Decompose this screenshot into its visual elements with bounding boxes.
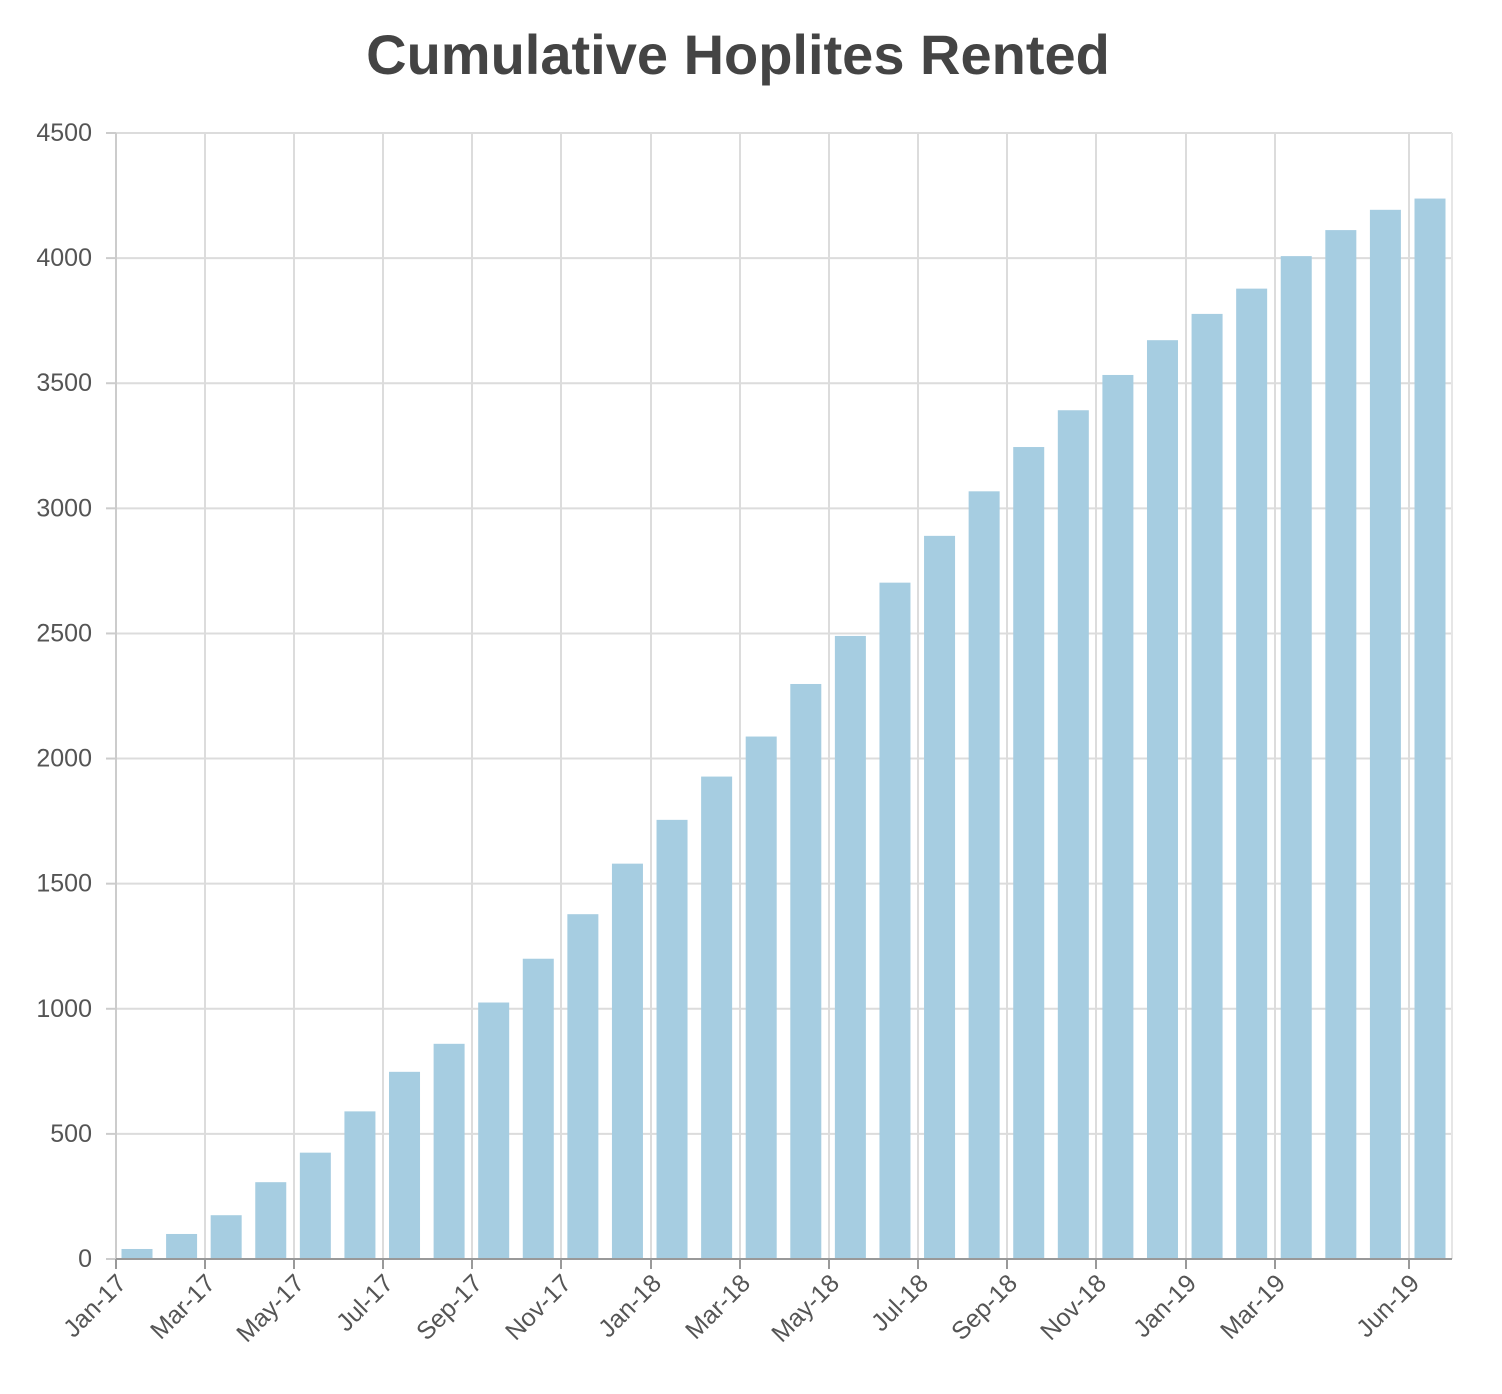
x-tick-label: Mar-18 <box>680 1269 756 1345</box>
y-tick-labels: 0 500 1000 1500 2000 2500 3000 3500 4000 4500 <box>36 119 92 1273</box>
y-tick-label: 500 <box>50 1120 92 1148</box>
bar <box>834 635 866 1259</box>
bar <box>968 491 1000 1259</box>
bar <box>1057 410 1089 1259</box>
bar <box>1102 374 1134 1260</box>
axes <box>106 132 1452 1269</box>
bar <box>433 1043 465 1259</box>
bar <box>1236 288 1268 1260</box>
bar <box>1369 209 1401 1259</box>
bar <box>1280 256 1312 1259</box>
x-tick-label: May-17 <box>231 1269 310 1348</box>
bar <box>478 1002 510 1259</box>
bar <box>344 1111 376 1259</box>
bar <box>121 1248 153 1259</box>
x-tick-label: Mar-19 <box>1215 1269 1291 1345</box>
bar <box>255 1182 287 1259</box>
bar <box>210 1215 242 1259</box>
y-tick-label: 3500 <box>36 369 92 397</box>
bar <box>567 914 599 1259</box>
x-tick-label: Jun-19 <box>1351 1269 1425 1343</box>
chart-title: Cumulative Hoplites Rented <box>366 23 1110 86</box>
y-tick-label: 0 <box>78 1245 92 1273</box>
x-tick-label: Nov-17 <box>500 1269 577 1346</box>
bar <box>389 1071 421 1259</box>
x-tick-label: Jan-19 <box>1128 1269 1202 1343</box>
x-tick-label: Sep-17 <box>411 1269 488 1346</box>
y-tick-label: 4000 <box>36 244 92 272</box>
x-tick-label: Jan-18 <box>593 1269 667 1343</box>
bar <box>522 958 554 1259</box>
x-tick-labels: Jan-17 Mar-17 May-17 Jul-17 Sep-17 Nov-17 Jan-… <box>58 1269 1425 1348</box>
bar <box>1414 198 1446 1259</box>
x-tick-label: Nov-18 <box>1035 1269 1112 1346</box>
x-tick-label: Sep-18 <box>946 1269 1023 1346</box>
bar <box>701 776 733 1259</box>
bar <box>790 683 822 1259</box>
y-tick-label: 1000 <box>36 995 92 1023</box>
y-tick-label: 4500 <box>36 119 92 147</box>
bar <box>879 582 911 1259</box>
bar <box>924 535 956 1259</box>
bar <box>1146 340 1178 1260</box>
y-tick-label: 2500 <box>36 619 92 647</box>
bar <box>1013 447 1045 1259</box>
x-tick-label: Mar-17 <box>145 1269 221 1345</box>
bar <box>1325 230 1357 1260</box>
x-tick-label: May-18 <box>766 1269 845 1348</box>
bar <box>611 863 643 1259</box>
x-tick-label: Jul-17 <box>331 1269 399 1337</box>
bar <box>745 736 777 1259</box>
y-tick-label: 2000 <box>36 745 92 773</box>
x-tick-label: Jan-17 <box>58 1269 132 1343</box>
y-tick-label: 1500 <box>36 870 92 898</box>
bar <box>299 1152 331 1259</box>
x-tick-label: Jul-18 <box>866 1269 934 1337</box>
bar <box>1191 313 1223 1260</box>
bar <box>656 819 688 1259</box>
y-tick-label: 3000 <box>36 494 92 522</box>
bars <box>121 198 1446 1260</box>
bar <box>166 1233 198 1259</box>
